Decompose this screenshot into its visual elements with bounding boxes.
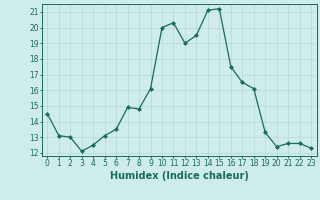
X-axis label: Humidex (Indice chaleur): Humidex (Indice chaleur) — [110, 171, 249, 181]
